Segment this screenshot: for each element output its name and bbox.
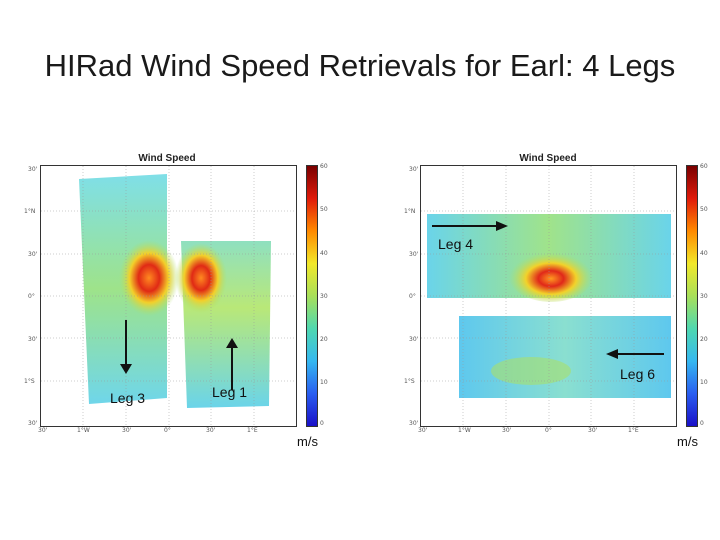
right-panel-title: Wind Speed [519, 153, 577, 164]
right-y-tick: 30' [409, 166, 419, 173]
left-colorbar-tick: 30 [320, 293, 328, 300]
left-colorbar-tick: 40 [320, 250, 328, 257]
leg4-storm-core [509, 250, 593, 302]
leg3-storm-core [119, 240, 179, 316]
right-colorbar-tick: 40 [700, 250, 708, 257]
left-x-tick: 1°W [77, 427, 90, 434]
left-colorbar-tick: 20 [320, 336, 328, 343]
left-colorbar [306, 165, 318, 427]
left-colorbar-tick: 10 [320, 379, 328, 386]
left-colorbar-tick: 0 [320, 420, 324, 427]
left-x-tick: 30' [38, 427, 48, 434]
leg1-storm-core [175, 243, 227, 313]
left-x-tick: 30' [122, 427, 132, 434]
left-panel-title: Wind Speed [138, 153, 196, 164]
right-x-tick: 1°W [458, 427, 471, 434]
right-x-tick: 0° [545, 427, 552, 434]
left-y-tick: 30' [28, 336, 38, 343]
left-plot-area [40, 165, 297, 427]
left-unit-label: m/s [297, 434, 318, 449]
left-x-tick: 30' [206, 427, 216, 434]
right-colorbar-tick: 30 [700, 293, 708, 300]
right-y-tick: 30' [409, 251, 419, 258]
right-y-tick: 1°N [404, 208, 416, 215]
right-colorbar [686, 165, 698, 427]
left-y-tick: 0° [28, 293, 35, 300]
right-x-tick: 1°E [628, 427, 639, 434]
left-swath-map [41, 166, 296, 426]
right-x-tick: 30' [502, 427, 512, 434]
leg3-label: Leg 3 [110, 390, 146, 406]
left-y-tick: 30' [28, 166, 38, 173]
right-colorbar-tick: 10 [700, 379, 708, 386]
leg6-swath [459, 316, 671, 398]
right-y-tick: 0° [409, 293, 416, 300]
left-x-tick: 1°E [247, 427, 258, 434]
right-x-tick: 30' [418, 427, 428, 434]
left-y-tick: 30' [28, 251, 38, 258]
right-colorbar-tick: 60 [700, 163, 708, 170]
leg6-label: Leg 6 [620, 366, 656, 382]
left-colorbar-tick: 60 [320, 163, 328, 170]
left-x-tick: 0° [164, 427, 171, 434]
left-y-tick: 1°N [24, 208, 36, 215]
right-swath-map [421, 166, 676, 426]
left-colorbar-tick: 50 [320, 206, 328, 213]
right-unit-label: m/s [677, 434, 698, 449]
right-plot-area [420, 165, 677, 427]
leg4-label: Leg 4 [438, 236, 474, 252]
right-y-tick: 30' [409, 420, 419, 427]
right-y-tick: 1°S [404, 378, 415, 385]
right-x-tick: 30' [588, 427, 598, 434]
right-colorbar-tick: 0 [700, 420, 704, 427]
slide-title: HIRad Wind Speed Retrievals for Earl: 4 … [44, 48, 676, 83]
right-colorbar-tick: 50 [700, 206, 708, 213]
leg1-label: Leg 1 [212, 384, 248, 400]
left-y-tick: 1°S [24, 378, 35, 385]
leg6-storm-band [491, 357, 571, 385]
right-y-tick: 30' [409, 336, 419, 343]
right-colorbar-tick: 20 [700, 336, 708, 343]
left-y-tick: 30' [28, 420, 38, 427]
